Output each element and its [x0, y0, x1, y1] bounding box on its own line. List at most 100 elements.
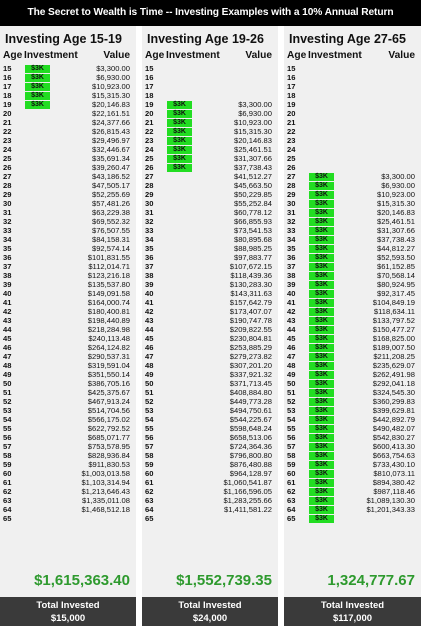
value-cell: $180,400.81 — [87, 307, 130, 316]
table-row: 60 $1,003,013.58 — [0, 469, 136, 478]
investment-cell — [167, 191, 192, 199]
table-row: 20 $22,161.51 — [0, 109, 136, 118]
age-cell: 58 — [145, 451, 154, 460]
age-cell: 21 — [287, 118, 296, 127]
age-cell: 28 — [145, 181, 154, 190]
value-cell: $92,574.14 — [91, 244, 130, 253]
investment-cell — [25, 461, 50, 469]
investment-cell: $3K — [25, 64, 50, 73]
investment-cell: $3K — [309, 235, 334, 244]
value-cell: $1,103,314.94 — [81, 478, 130, 487]
table-row: 15 $3K $3,300.00 — [0, 64, 136, 73]
investment-panel: Investing Age 27-65 Age Investment Value 15 1… — [284, 26, 421, 626]
investment-cell: $3K — [309, 190, 334, 199]
table-row: 58 $3K $663,754.63 — [284, 451, 421, 460]
age-cell: 53 — [145, 406, 154, 415]
age-cell: 42 — [287, 307, 296, 316]
value-cell: $149,091.58 — [87, 289, 130, 298]
value-cell: $408,884.80 — [229, 388, 272, 397]
investment-cell — [25, 191, 50, 199]
age-cell: 29 — [3, 190, 12, 199]
table-row: 23 $3K $20,146.83 — [142, 136, 278, 145]
table-row: 63 $3K $1,089,130.30 — [284, 496, 421, 505]
age-cell: 39 — [3, 280, 12, 289]
investment-cell: $3K — [309, 505, 334, 514]
value-cell: $1,166,596.05 — [223, 487, 272, 496]
investment-cell — [25, 443, 50, 451]
table-row: 31 $60,778.12 — [142, 208, 278, 217]
investment-cell — [25, 182, 50, 190]
table-row: 28 $3K $6,930.00 — [284, 181, 421, 190]
value-cell: $1,060,541.87 — [223, 478, 272, 487]
column-header-value: Value — [103, 50, 130, 61]
age-cell: 54 — [3, 415, 12, 424]
table-row: 41 $3K $104,849.19 — [284, 298, 421, 307]
investment-cell — [25, 470, 50, 478]
table-row: 56 $3K $542,830.27 — [284, 433, 421, 442]
value-cell: $133,797.52 — [372, 316, 415, 325]
age-cell: 51 — [287, 388, 296, 397]
investment-cell — [167, 245, 192, 253]
investment-cell — [167, 470, 192, 478]
value-cell: $101,831.55 — [87, 253, 130, 262]
age-cell: 19 — [145, 100, 154, 109]
age-cell: 20 — [3, 109, 12, 118]
age-cell: 41 — [3, 298, 12, 307]
investment-cell — [25, 506, 50, 514]
investment-cell — [167, 434, 192, 442]
investment-cell: $3K — [25, 82, 50, 91]
age-cell: 29 — [287, 190, 296, 199]
investment-cell — [167, 461, 192, 469]
table-row: 49 $351,550.14 — [0, 370, 136, 379]
investment-panel: Investing Age 15-19 Age Investment Value 15 $… — [0, 26, 136, 626]
investment-cell — [25, 407, 50, 415]
value-cell: $39,260.47 — [91, 163, 130, 172]
table-row: 19 — [284, 100, 421, 109]
value-cell: $1,283,255.66 — [223, 496, 272, 505]
value-cell: $63,229.38 — [91, 208, 130, 217]
age-cell: 64 — [3, 505, 12, 514]
investment-cell — [309, 101, 334, 109]
investment-cell: $3K — [309, 388, 334, 397]
table-row: 30 $55,252.84 — [142, 199, 278, 208]
age-cell: 61 — [145, 478, 154, 487]
investment-cell: $3K — [309, 496, 334, 505]
table-row: 61 $3K $894,380.42 — [284, 478, 421, 487]
value-cell: $143,311.63 — [230, 289, 272, 298]
investment-cell: $3K — [167, 154, 192, 163]
table-row: 59 $3K $733,430.10 — [284, 460, 421, 469]
table-row: 16 — [284, 73, 421, 82]
age-cell: 61 — [287, 478, 296, 487]
value-cell: $1,468,512.18 — [81, 505, 130, 514]
age-cell: 35 — [3, 244, 12, 253]
table-row: 43 $198,440.89 — [0, 316, 136, 325]
final-value: $1,615,363.40 — [34, 572, 130, 589]
investment-cell — [167, 488, 192, 496]
investment-cell — [25, 272, 50, 280]
age-cell: 32 — [3, 217, 12, 226]
value-cell: $150,477.27 — [372, 325, 415, 334]
table-row: 46 $3K $189,007.50 — [284, 343, 421, 352]
age-cell: 57 — [3, 442, 12, 451]
column-header-age: Age — [287, 50, 307, 61]
investment-cell — [25, 434, 50, 442]
table-row: 44 $3K $150,477.27 — [284, 325, 421, 334]
panel-title: Investing Age 19-26 — [147, 32, 264, 46]
age-cell: 65 — [287, 514, 296, 523]
investment-cell — [167, 425, 192, 433]
value-cell: $20,146.83 — [91, 100, 130, 109]
age-cell: 33 — [287, 226, 296, 235]
value-cell: $50,229.85 — [233, 190, 272, 199]
investment-cell: $3K — [309, 514, 334, 523]
investment-cell: $3K — [167, 145, 192, 154]
value-cell: $292,041.18 — [372, 379, 415, 388]
table-row: 64 $3K $1,201,343.33 — [284, 505, 421, 514]
investment-cell: $3K — [309, 181, 334, 190]
age-cell: 40 — [145, 289, 154, 298]
value-cell: $371,713.45 — [229, 379, 272, 388]
investment-cell — [167, 308, 192, 316]
table-row: 36 $3K $52,593.50 — [284, 253, 421, 262]
value-cell: $123,216.18 — [87, 271, 130, 280]
age-cell: 25 — [287, 154, 296, 163]
value-cell: $31,307.66 — [233, 154, 272, 163]
